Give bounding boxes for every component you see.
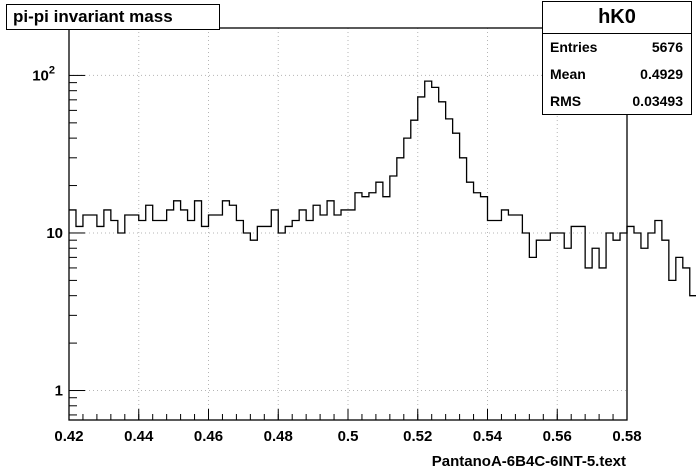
entries-label: Entries — [550, 39, 598, 55]
stats-row-mean: Mean 0.4929 — [543, 61, 691, 88]
stats-box: hK0 Entries 5676 Mean 0.4929 RMS 0.03493 — [542, 1, 692, 115]
entries-value: 5676 — [651, 39, 683, 55]
x-tick-label: 0.42 — [54, 428, 83, 445]
y-tick-label: 10 — [46, 225, 63, 242]
x-tick-label: 0.5 — [338, 428, 359, 445]
x-tick-label: 0.58 — [612, 428, 641, 445]
histogram-line — [69, 80, 696, 297]
stats-histogram-name: hK0 — [543, 2, 691, 34]
rms-value: 0.03493 — [632, 93, 683, 109]
x-tick-label: 0.48 — [264, 428, 293, 445]
x-axis-label: PantanoA-6B4C-6INT-5.text — [432, 453, 626, 470]
stats-row-entries: Entries 5676 — [543, 34, 691, 61]
x-tick-label: 0.56 — [543, 428, 572, 445]
plot-frame — [68, 27, 628, 421]
stats-row-rms: RMS 0.03493 — [543, 88, 691, 115]
histogram-title: pi-pi invariant mass — [6, 4, 220, 30]
x-tick-label: 0.44 — [124, 428, 154, 445]
mean-label: Mean — [550, 66, 586, 82]
y-tick-label: 102 — [32, 64, 55, 84]
x-tick-label: 0.54 — [473, 428, 503, 445]
rms-label: RMS — [550, 93, 582, 109]
y-tick-labels: 1 10 102 — [32, 64, 63, 399]
axis-ticks — [68, 27, 628, 420]
x-tick-label: 0.46 — [194, 428, 223, 445]
mean-value: 0.4929 — [640, 66, 683, 82]
x-tick-labels: 0.42 0.44 0.46 0.48 0.5 0.52 0.54 0.56 0.58 — [54, 428, 641, 445]
x-tick-label: 0.52 — [403, 428, 432, 445]
y-tick-label: 1 — [55, 383, 63, 400]
